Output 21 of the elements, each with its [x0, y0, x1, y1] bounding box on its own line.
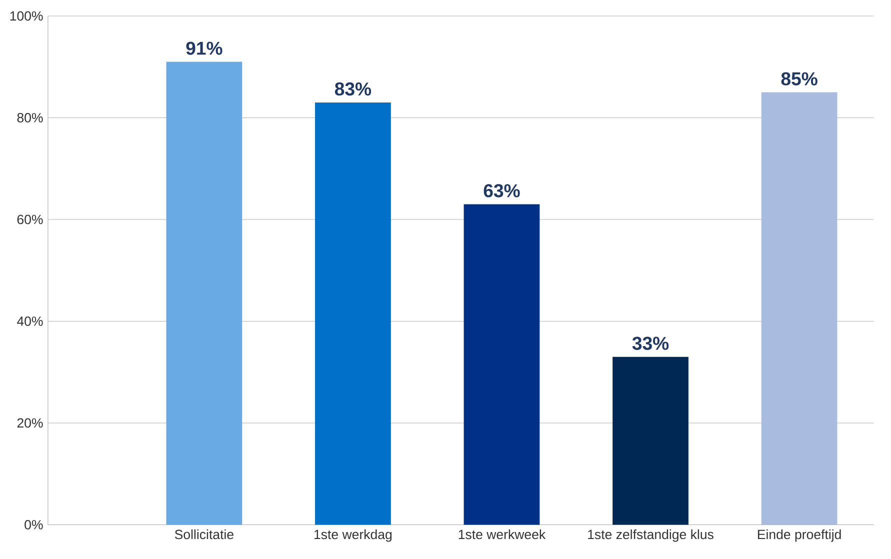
y-tick-label: 20% — [17, 418, 43, 428]
data-label: 63% — [484, 184, 520, 198]
data-label: 85% — [781, 72, 818, 86]
x-tick-label: 1ste werkweek — [458, 529, 546, 539]
bar — [315, 102, 391, 525]
bar — [166, 62, 242, 525]
data-label: 83% — [334, 82, 372, 96]
bar — [761, 92, 838, 525]
x-tick-label: 1ste werkdag — [314, 529, 392, 542]
data-label: 33% — [632, 336, 669, 350]
bar — [464, 204, 540, 525]
x-tick-label: Sollicitatie — [174, 529, 234, 539]
x-tick-label: 1ste zelfstandige klus — [588, 529, 714, 542]
x-tick-label: Einde proeftijd — [758, 529, 841, 542]
y-tick-label: 40% — [17, 316, 43, 326]
bar — [612, 356, 688, 525]
y-tick-label: 60% — [17, 214, 43, 224]
y-tick-label: 0% — [24, 520, 43, 530]
data-label: 91% — [186, 42, 222, 55]
y-tick-label: 100% — [10, 11, 43, 20]
y-tick-label: 80% — [17, 112, 43, 122]
